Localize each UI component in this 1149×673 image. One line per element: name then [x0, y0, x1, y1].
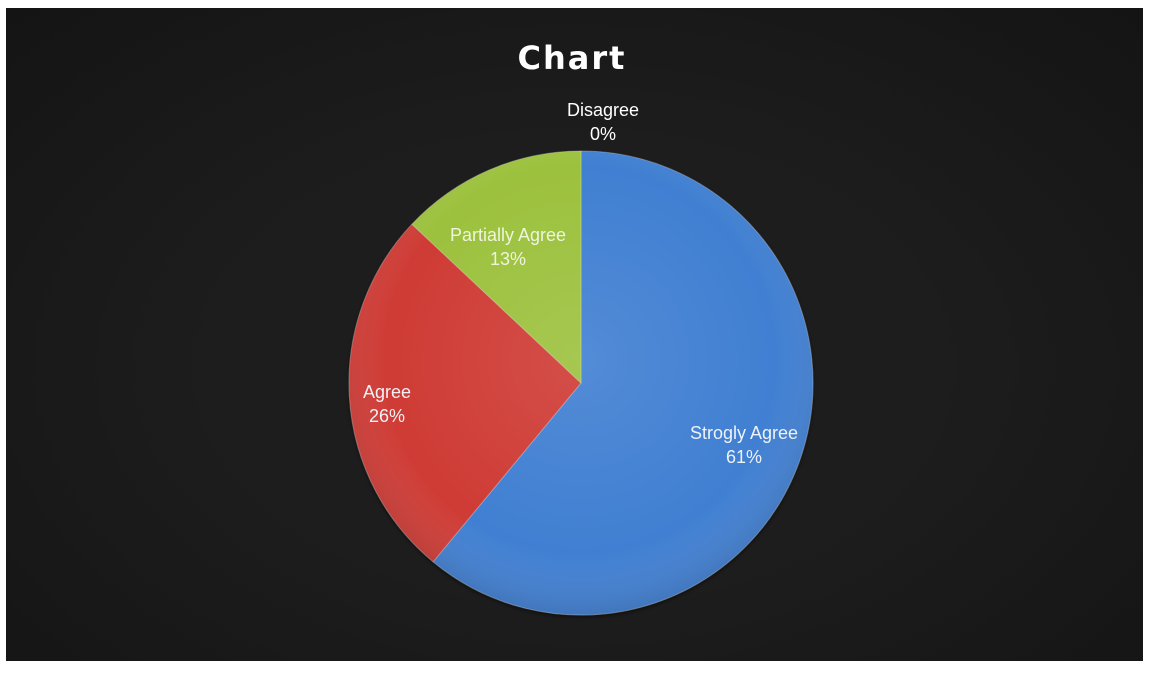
data-label-disagree: Disagree 0% — [567, 100, 639, 144]
data-label-partially-agree: Partially Agree 13% — [450, 225, 566, 269]
data-label-category: Strogly Agree — [690, 423, 798, 443]
data-label-strogly-agree: Strogly Agree 61% — [690, 423, 798, 467]
pie-labels: Strogly Agree 61% Agree 26% Partially Agree 1… — [363, 100, 798, 467]
data-label-percent: 26% — [369, 406, 405, 426]
data-label-percent: 0% — [590, 124, 616, 144]
data-label-percent: 61% — [726, 447, 762, 467]
chart-area: Chart Strogly Agree 61% Agree 26% Partially … — [6, 8, 1143, 661]
data-label-category: Partially Agree — [450, 225, 566, 245]
pie-chart: Chart Strogly Agree 61% Agree 26% Partially … — [348, 39, 814, 616]
data-label-category: Agree — [363, 382, 411, 402]
data-label-category: Disagree — [567, 100, 639, 120]
data-label-percent: 13% — [490, 249, 526, 269]
pie-slices — [348, 150, 814, 616]
chart-title: Chart — [518, 39, 627, 77]
data-label-agree: Agree 26% — [363, 382, 411, 426]
